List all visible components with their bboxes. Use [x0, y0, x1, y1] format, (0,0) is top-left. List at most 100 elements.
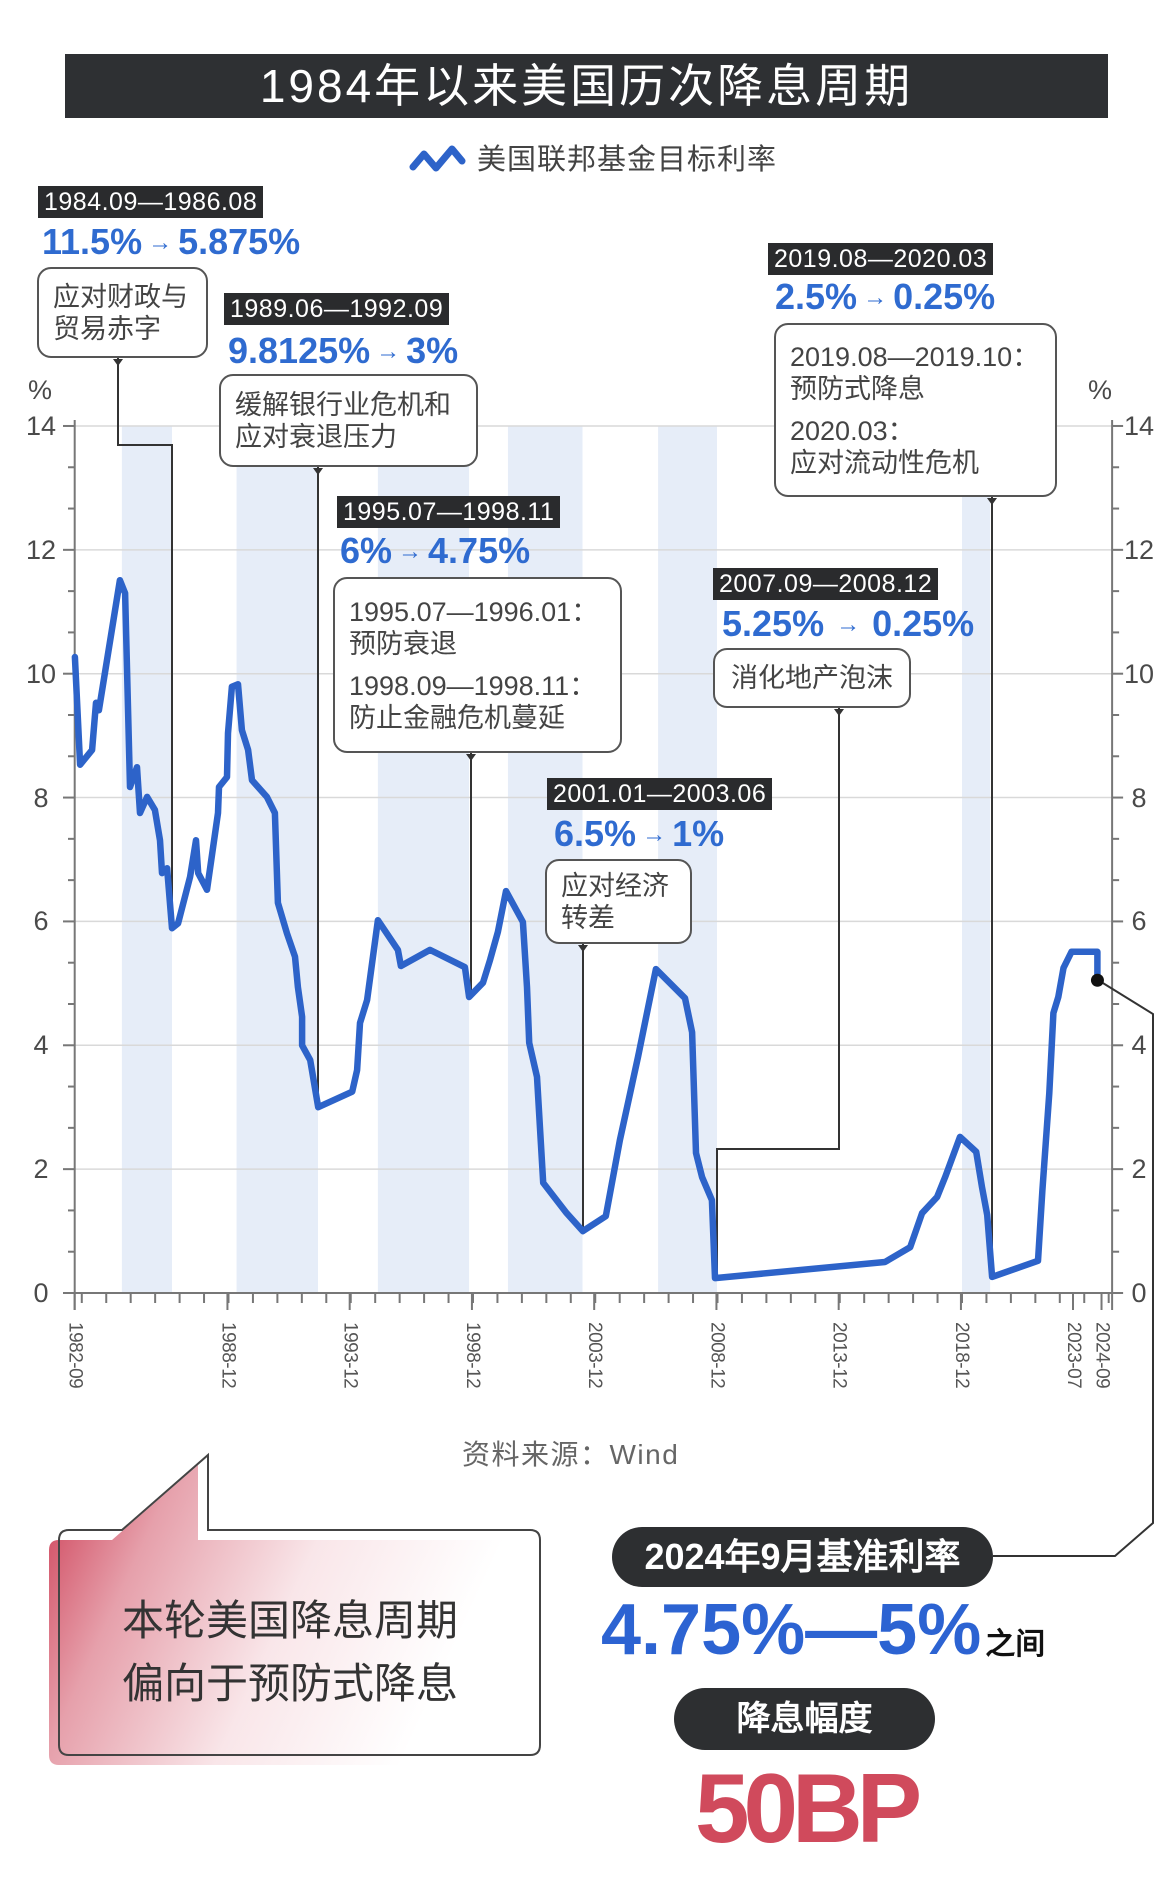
arrow-right-icon: →	[398, 538, 423, 565]
benchmark-rate-label: 2024年9月基准利率	[612, 1527, 993, 1587]
pointer-triangle-icon	[834, 709, 844, 716]
rate-to: 4.75%	[428, 530, 531, 571]
data-source: 资料来源：Wind	[462, 1439, 680, 1470]
reason-period: 2019.08—2019.10：	[790, 342, 1040, 372]
callout-bubble-outline	[58, 1452, 541, 1756]
reason-line: 防止金融危机蔓延	[349, 703, 565, 733]
annotation-connectors	[117, 358, 1154, 1557]
reason-line: 应对衰退压力	[235, 421, 397, 452]
rate-to: 1%	[672, 813, 725, 854]
callout-line: 本轮美国降息周期	[122, 1597, 459, 1644]
x-tick-label: 2023-07	[1062, 1322, 1084, 1389]
connector-1984	[117, 358, 173, 928]
y-tick-label-right: 4	[1131, 1030, 1147, 1061]
reason-line: 预防衰退	[349, 629, 457, 659]
cycle-reason-box: 消化地产泡沫	[713, 648, 911, 708]
pointer-triangle-icon	[113, 359, 123, 366]
cycle-reason-box: 缓解银行业危机和 应对衰退压力	[219, 374, 478, 467]
cycle-period-tag: 1984.09—1986.08	[38, 186, 264, 218]
arrow-right-icon: →	[863, 284, 888, 311]
cycle-reason-box: 应对经济 转差	[545, 859, 692, 944]
reason-group: 1995.07—1996.01： 预防衰退	[349, 596, 606, 660]
pointer-triangle-icon	[578, 945, 588, 952]
cycle-rate-change: 11.5% → 5.875%	[42, 222, 300, 267]
zigzag-line-icon	[409, 145, 466, 172]
y-tick-label-right: 2	[1131, 1154, 1147, 1185]
x-tick-label: 2008-12	[706, 1322, 728, 1389]
rate-to: 5.875%	[178, 221, 301, 262]
x-tick-label: 2013-12	[828, 1322, 850, 1389]
y-tick-label-right: 0	[1131, 1278, 1147, 1308]
y-tick-label-right: 10	[1123, 658, 1155, 689]
arrow-right-icon: →	[148, 229, 173, 256]
reason-line: 缓解银行业危机和	[235, 389, 451, 420]
rate-to: 0.25%	[872, 603, 975, 644]
y-tick-label-left: 10	[25, 658, 57, 689]
y-tick-label-right: 6	[1131, 906, 1147, 937]
latest-rate-dot	[1090, 973, 1104, 987]
pointer-triangle-icon	[987, 498, 997, 505]
rate-from: 9.8125%	[228, 330, 371, 371]
right-axis-unit: %	[1088, 375, 1113, 405]
cycle-period-tag: 1995.07—1998.11	[337, 496, 561, 528]
reason-line: 转差	[561, 902, 615, 933]
cycle-period-tag: 2019.08—2020.03	[768, 243, 994, 275]
rate-from: 5.25%	[722, 603, 825, 644]
rate-to: 0.25%	[893, 276, 996, 317]
cycle-reason-box: 应对财政与 贸易赤字	[37, 267, 208, 358]
callout-bubble-shadow	[49, 1465, 530, 1765]
x-tick-label: 1998-12	[461, 1322, 483, 1389]
cut-size-label: 降息幅度	[674, 1688, 935, 1750]
y-tick-label-left: 0	[33, 1278, 49, 1308]
fed-funds-rate-line	[71, 576, 1101, 1282]
arrow-right-icon: →	[642, 821, 667, 848]
cycle-rate-change: 2.5% → 0.25%	[775, 277, 995, 322]
benchmark-rate-value: 4.75%—5% 之间	[601, 1590, 1045, 1685]
legend-label: 美国联邦基金目标利率	[477, 144, 778, 176]
reason-line: 应对流动性危机	[790, 448, 979, 478]
cycle-reason-box: 2019.08—2019.10： 预防式降息 2020.03： 应对流动性危机	[774, 323, 1057, 497]
left-axis-unit: %	[28, 375, 53, 405]
y-tick-label-left: 14	[25, 410, 57, 441]
callout-line: 偏向于预防式降息	[122, 1660, 459, 1707]
page-title: 1984年以来美国历次降息周期	[259, 60, 914, 112]
y-tick-label-right: 8	[1131, 782, 1147, 813]
title-bar: 1984年以来美国历次降息周期	[65, 54, 1108, 118]
pointer-triangle-icon	[313, 468, 323, 475]
rate-to: 3%	[406, 330, 459, 371]
reason-group: 2020.03： 应对流动性危机	[790, 415, 1041, 479]
axes	[63, 419, 1124, 1310]
reason-line: 消化地产泡沫	[731, 663, 893, 693]
y-tick-label-right: 12	[1123, 534, 1155, 565]
y-tick-label-left: 4	[33, 1030, 49, 1061]
rate-from: 6.5%	[554, 813, 637, 854]
cycle-rate-change: 5.25% → 0.25%	[722, 604, 974, 649]
reason-line: 应对经济	[561, 870, 669, 901]
y-tick-label-left: 6	[33, 906, 49, 937]
callout-text: 本轮美国降息周期 偏向于预防式降息	[122, 1589, 458, 1715]
rate-series	[71, 576, 1104, 1282]
annotation-pointers	[113, 359, 997, 952]
pointer-triangle-icon	[466, 754, 476, 761]
x-tick-label: 1988-12	[217, 1322, 239, 1389]
arrow-right-icon: →	[376, 338, 401, 365]
reason-line: 贸易赤字	[53, 313, 161, 344]
cycle-rate-change: 6.5% → 1%	[554, 814, 724, 859]
rate-range-suffix: 之间	[985, 1628, 1046, 1661]
shaded-band	[121, 425, 173, 1294]
x-tick-label: 1982-09	[64, 1322, 86, 1389]
cycle-rate-change: 6% → 4.75%	[340, 531, 530, 576]
rate-from: 6%	[340, 530, 393, 571]
y-tick-label-left: 2	[33, 1154, 49, 1185]
cut-size-value: 50BP	[695, 1753, 922, 1863]
reason-group: 2019.08—2019.10： 预防式降息	[790, 341, 1041, 405]
cycle-reason-box: 1995.07—1996.01： 预防衰退 1998.09—1998.11： 防…	[333, 577, 622, 753]
y-tick-label-left: 12	[25, 534, 57, 565]
rate-from: 2.5%	[775, 276, 858, 317]
x-tick-label: 1993-12	[339, 1322, 361, 1389]
x-tick-label: 2003-12	[584, 1322, 606, 1389]
shaded-band	[377, 425, 470, 1294]
cycle-period-tag: 2007.09—2008.12	[713, 568, 939, 600]
connector-latest-rate	[993, 979, 1154, 1557]
